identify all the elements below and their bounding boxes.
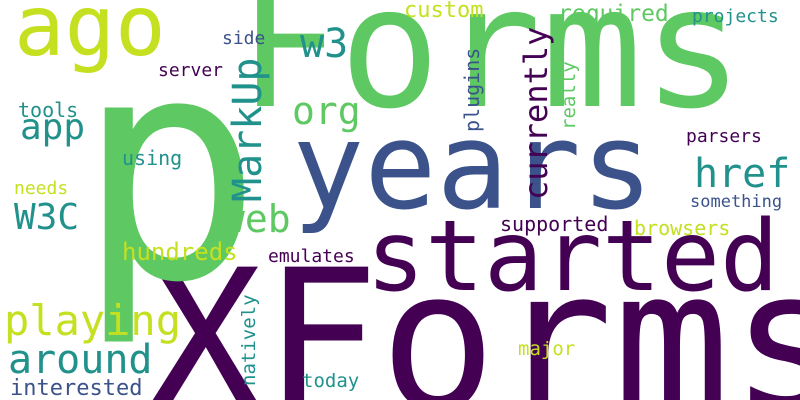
- word-href: href: [694, 151, 791, 197]
- word-ago: ago: [14, 0, 166, 75]
- word-org: org: [292, 89, 361, 133]
- word-something: something: [690, 192, 783, 212]
- word-hundreds: hundreds: [122, 238, 238, 266]
- word-really: really: [558, 61, 580, 130]
- word-major: major: [518, 338, 576, 360]
- word-app: app: [20, 107, 86, 148]
- word-years: years: [292, 98, 654, 237]
- word-w3c: W3C: [14, 197, 80, 238]
- word-parsers: parsers: [686, 126, 762, 147]
- word-started: started: [366, 200, 780, 314]
- word-plugins: plugins: [460, 47, 484, 132]
- word-forms: Forms: [238, 0, 744, 146]
- word-markup: MarkUp: [225, 57, 271, 203]
- word-currently: currently: [517, 26, 555, 200]
- word-today: today: [302, 370, 360, 392]
- word-custom: custom: [404, 0, 484, 23]
- word-server: server: [158, 60, 224, 81]
- word-required: required: [558, 1, 669, 27]
- word-projects: projects: [692, 6, 779, 27]
- word-p: p: [76, 0, 263, 351]
- word-around: around: [8, 337, 153, 383]
- word-emulates: emulates: [268, 246, 355, 267]
- word-side: side: [222, 28, 266, 49]
- word-w3: w3: [300, 21, 349, 67]
- word-tools: tools: [18, 98, 79, 122]
- word-xforms: XForms: [146, 228, 800, 400]
- word-playing: playing: [4, 296, 182, 345]
- word-browsers: browsers: [634, 216, 731, 240]
- word-needs: needs: [14, 178, 69, 199]
- word-supported: supported: [500, 212, 609, 236]
- word-using: using: [122, 146, 183, 170]
- word-web: web: [222, 197, 291, 241]
- word-interested: interested: [10, 376, 143, 400]
- word-natively: natively: [238, 294, 260, 386]
